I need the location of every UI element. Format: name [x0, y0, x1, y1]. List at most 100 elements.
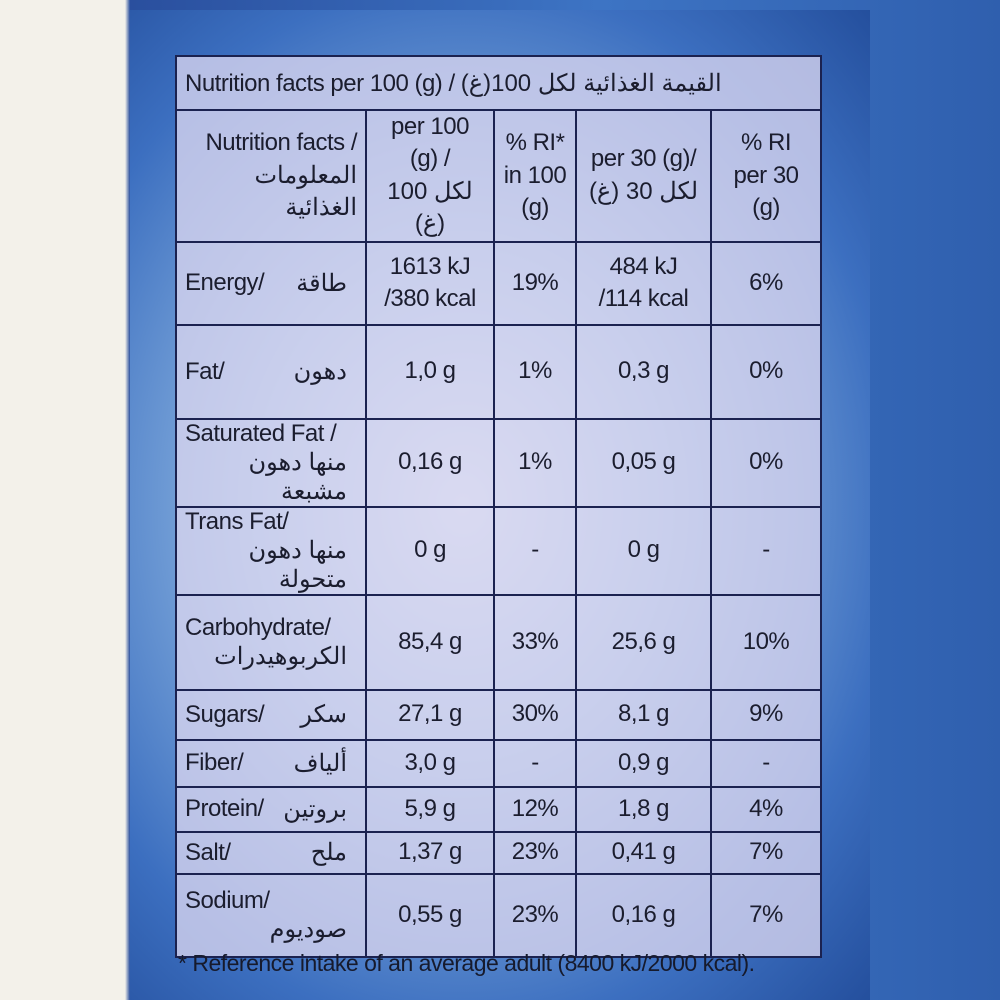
cell-line: 12% — [511, 794, 559, 822]
value-cell: 1613 kJ/380 kcal — [365, 240, 495, 326]
value-cell: 6% — [710, 240, 822, 326]
cell-line: per 30 — [733, 161, 799, 189]
cell-line: (g) — [521, 193, 549, 221]
name-wrap: Sodium/صوديوم — [185, 887, 357, 944]
name-en: Fiber/ — [185, 749, 244, 777]
nutrient-name: Saturated Fat / منها دهون مشبعة — [175, 417, 367, 508]
nutrient-row: Salt/ملح 1,37 g 23% 0,41 g 7% — [175, 830, 822, 875]
value-cell: 0,16 g — [575, 872, 712, 958]
value-cell: 0,05 g — [575, 417, 712, 508]
nutrient-row: Sugars/سكر 27,1 g 30% 8,1 g 9% — [175, 688, 822, 741]
value-cell: 12% — [493, 785, 577, 833]
value-cell: 23% — [493, 830, 577, 875]
name-en: Carbohydrate/ — [185, 613, 331, 641]
name-wrap: Trans Fat/منها دهون متحولة — [185, 508, 357, 594]
value-cell: 27,1 g — [365, 688, 495, 741]
nutrition-table: Nutrition facts per 100 (g) / القيمة الغ… — [175, 55, 822, 958]
value-cell: 33% — [493, 593, 577, 691]
cell-line: 484 kJ — [609, 252, 678, 280]
name-ar: الكربوهيدرات — [214, 642, 347, 670]
name-en: Sodium/ — [185, 886, 270, 914]
cell-line: 0 g — [627, 536, 660, 564]
value-cell: 0% — [710, 323, 822, 420]
header-cell: % RI per 30 (g) — [710, 109, 822, 243]
value-cell: 9% — [710, 688, 822, 741]
nutrient-name: Sodium/صوديوم — [175, 872, 367, 958]
nutrient-name: Salt/ملح — [175, 830, 367, 875]
cell-line: لكل 30 (غ) — [588, 177, 699, 205]
cell-line: in 100 — [503, 161, 567, 189]
nutrient-name: Sugars/سكر — [175, 688, 367, 741]
cell-line: 3,0 g — [404, 748, 456, 776]
name-ar: منها دهون متحولة — [248, 536, 347, 593]
cell-line: Nutrition facts / — [205, 129, 357, 157]
value-cell: 85,4 g — [365, 593, 495, 691]
cell-line: 0,16 g — [398, 448, 462, 476]
nutrient-name: Protein/بروتين — [175, 785, 367, 833]
value-cell: 8,1 g — [575, 688, 712, 741]
nutrient-name: Energy/طاقة — [175, 240, 367, 326]
name-ar: ألياف — [293, 749, 348, 777]
value-cell: 30% — [493, 688, 577, 741]
cell-line: /380 kcal — [384, 285, 476, 313]
nutrient-row: Sodium/صوديوم 0,55 g 23% 0,16 g 7% — [175, 872, 822, 958]
value-cell: 0,9 g — [575, 738, 712, 788]
cell-line: 0,05 g — [611, 448, 676, 476]
cell-line: 5,9 g — [404, 794, 456, 822]
value-cell: 1,0 g — [365, 323, 495, 420]
cell-line: 1% — [518, 357, 552, 385]
name-en: Trans Fat/ — [185, 507, 289, 535]
cell-line: 0% — [749, 448, 783, 476]
cell-line: 1,37 g — [398, 838, 462, 866]
name-en: Protein/ — [185, 795, 264, 823]
cell-line: 1,0 g — [404, 357, 456, 385]
name-wrap: Fiber/ألياف — [185, 749, 357, 778]
nutrient-name: Fiber/ألياف — [175, 738, 367, 788]
value-cell: 5,9 g — [365, 785, 495, 833]
value-cell: 7% — [710, 830, 822, 875]
value-cell: 0% — [710, 417, 822, 508]
cell-line: 1613 kJ — [389, 252, 471, 280]
cell-line: 0,9 g — [618, 748, 669, 776]
value-cell: 484 kJ/114 kcal — [575, 240, 712, 326]
cell-line: 4% — [749, 794, 783, 822]
cell-line: الغذائية — [285, 193, 357, 221]
nutrient-row: Trans Fat/منها دهون متحولة 0 g - 0 g - — [175, 505, 822, 596]
value-cell: 1% — [493, 323, 577, 420]
nutrient-name: Fat/دهون — [175, 323, 367, 420]
cell-line: 25,6 g — [611, 627, 676, 655]
name-wrap: Protein/بروتين — [185, 795, 357, 824]
value-cell: 0,41 g — [575, 830, 712, 875]
name-en: Fat/ — [185, 357, 225, 385]
nutrient-row: Carbohydrate/الكربوهيدرات 85,4 g 33% 25,6 g… — [175, 593, 822, 691]
cell-line: 33% — [511, 627, 559, 655]
value-cell: - — [710, 738, 822, 788]
cell-line: 30% — [511, 700, 559, 728]
cell-line: per 30 (g)/ — [590, 145, 697, 173]
cell-line: 19% — [511, 268, 559, 296]
cell-line: 0 g — [414, 536, 446, 564]
value-cell: 0,3 g — [575, 323, 712, 420]
nutrient-row: Protein/بروتين 5,9 g 12% 1,8 g 4% — [175, 785, 822, 833]
name-en: Sugars/ — [185, 700, 265, 728]
cell-line: (g) — [752, 193, 780, 221]
cell-line: 1% — [518, 448, 552, 476]
value-cell: - — [493, 505, 577, 596]
cell-line: 0,41 g — [611, 838, 676, 866]
value-cell: 3,0 g — [365, 738, 495, 788]
cell-line: % RI* — [505, 129, 565, 157]
nutrient-row: Saturated Fat / منها دهون مشبعة 0,16 g 1% 0,… — [175, 417, 822, 508]
value-cell: 0 g — [575, 505, 712, 596]
value-cell: 1% — [493, 417, 577, 508]
value-cell: - — [710, 505, 822, 596]
title-row: Nutrition facts per 100 (g) / القيمة الغ… — [175, 55, 822, 111]
cell-line: 7% — [749, 838, 783, 866]
name-wrap: Saturated Fat / منها دهون مشبعة — [185, 420, 357, 506]
cell-line: 1,8 g — [618, 794, 669, 822]
value-cell: 25,6 g — [575, 593, 712, 691]
cell-line: 8,1 g — [618, 700, 669, 728]
name-ar: دهون — [293, 358, 348, 386]
name-ar: بروتين — [283, 795, 347, 823]
table-title: Nutrition facts per 100 (g) / القيمة الغ… — [175, 55, 822, 111]
